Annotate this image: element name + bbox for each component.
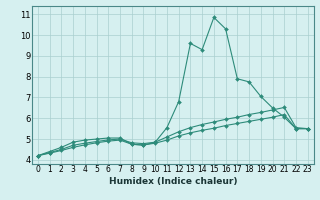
X-axis label: Humidex (Indice chaleur): Humidex (Indice chaleur) xyxy=(108,177,237,186)
